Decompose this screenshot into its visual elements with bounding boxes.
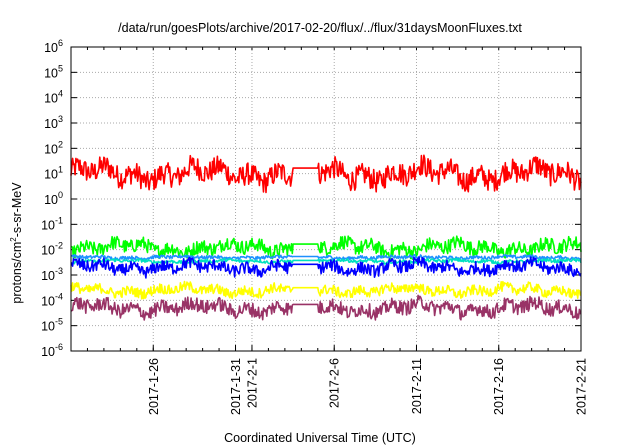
y-axis-label: protons/cm2-s-sr-MeV bbox=[9, 182, 24, 303]
y-tick-label: 10-3 bbox=[41, 266, 63, 283]
y-tick-label-exponent: 1 bbox=[58, 165, 63, 175]
chart-title: /data/run/goesPlots/archive/2017-02-20/f… bbox=[118, 21, 522, 35]
y-tick-label: 10-1 bbox=[41, 215, 63, 232]
series-line bbox=[70, 257, 582, 265]
y-tick-label-exponent: 6 bbox=[58, 38, 63, 48]
y-tick-label-exponent: 4 bbox=[58, 89, 63, 99]
y-tick-label-exponent: -5 bbox=[55, 317, 63, 327]
y-tick-label-base: 10 bbox=[41, 244, 55, 258]
y-tick-label-base: 10 bbox=[41, 218, 55, 232]
y-tick-label: 10-5 bbox=[41, 317, 63, 334]
x-tick-label: 2017-1-26 bbox=[147, 358, 161, 415]
y-tick-label-base: 10 bbox=[41, 345, 55, 359]
y-tick-label-exponent: -2 bbox=[55, 241, 63, 251]
y-tick-label-exponent: -4 bbox=[55, 291, 63, 301]
y-tick-label: 106 bbox=[44, 38, 63, 55]
y-tick-label: 102 bbox=[44, 139, 63, 156]
y-axis-label-sup: 2 bbox=[9, 237, 18, 242]
x-axis-label: Coordinated Universal Time (UTC) bbox=[224, 431, 416, 445]
x-tick-label: 2017-2-1 bbox=[245, 358, 259, 408]
y-tick-label-exponent: -3 bbox=[55, 266, 63, 276]
y-axis-label-base: protons/cm bbox=[10, 241, 25, 304]
x-tick-label: 2017-1-31 bbox=[229, 358, 243, 415]
y-tick-label-base: 10 bbox=[44, 41, 58, 55]
series-line bbox=[70, 154, 582, 194]
series-line bbox=[70, 235, 582, 261]
y-tick-label-base: 10 bbox=[41, 269, 55, 283]
x-tick-label: 2017-2-11 bbox=[410, 358, 424, 414]
y-tick-label: 100 bbox=[44, 190, 63, 207]
series-line bbox=[70, 280, 582, 300]
y-tick-label: 10-2 bbox=[41, 241, 63, 258]
y-tick-label-base: 10 bbox=[44, 117, 58, 131]
x-tick-label: 2017-2-16 bbox=[492, 358, 506, 415]
x-tick-label: 2017-2-21 bbox=[575, 358, 589, 415]
y-axis-label-rest: -s-sr-MeV bbox=[10, 182, 25, 238]
y-tick-label-exponent: -1 bbox=[55, 215, 63, 225]
series-line bbox=[70, 256, 582, 279]
y-tick-label-base: 10 bbox=[44, 193, 58, 207]
y-tick-label: 10-6 bbox=[41, 342, 63, 359]
y-tick-label-base: 10 bbox=[41, 320, 55, 334]
y-tick-label-base: 10 bbox=[41, 294, 55, 308]
y-tick-label-base: 10 bbox=[44, 66, 58, 80]
y-tick-label-exponent: 0 bbox=[58, 190, 63, 200]
y-tick-label-exponent: 3 bbox=[58, 114, 63, 124]
y-tick-label-exponent: -6 bbox=[55, 342, 63, 352]
y-tick-label-base: 10 bbox=[44, 92, 58, 106]
series-line bbox=[70, 253, 582, 261]
y-tick-label-base: 10 bbox=[44, 168, 58, 182]
y-tick-label-exponent: 2 bbox=[58, 139, 63, 149]
y-tick-label: 101 bbox=[44, 165, 63, 182]
series-line bbox=[70, 294, 582, 321]
y-tick-label: 105 bbox=[44, 63, 63, 80]
x-tick-label: 2017-2-6 bbox=[328, 358, 342, 408]
y-tick-label-base: 10 bbox=[44, 142, 58, 156]
y-tick-label: 103 bbox=[44, 114, 63, 131]
plot-frame bbox=[70, 46, 582, 352]
y-tick-label: 10-4 bbox=[41, 291, 63, 308]
y-tick-label-exponent: 5 bbox=[58, 63, 63, 73]
y-tick-label: 104 bbox=[44, 89, 63, 106]
